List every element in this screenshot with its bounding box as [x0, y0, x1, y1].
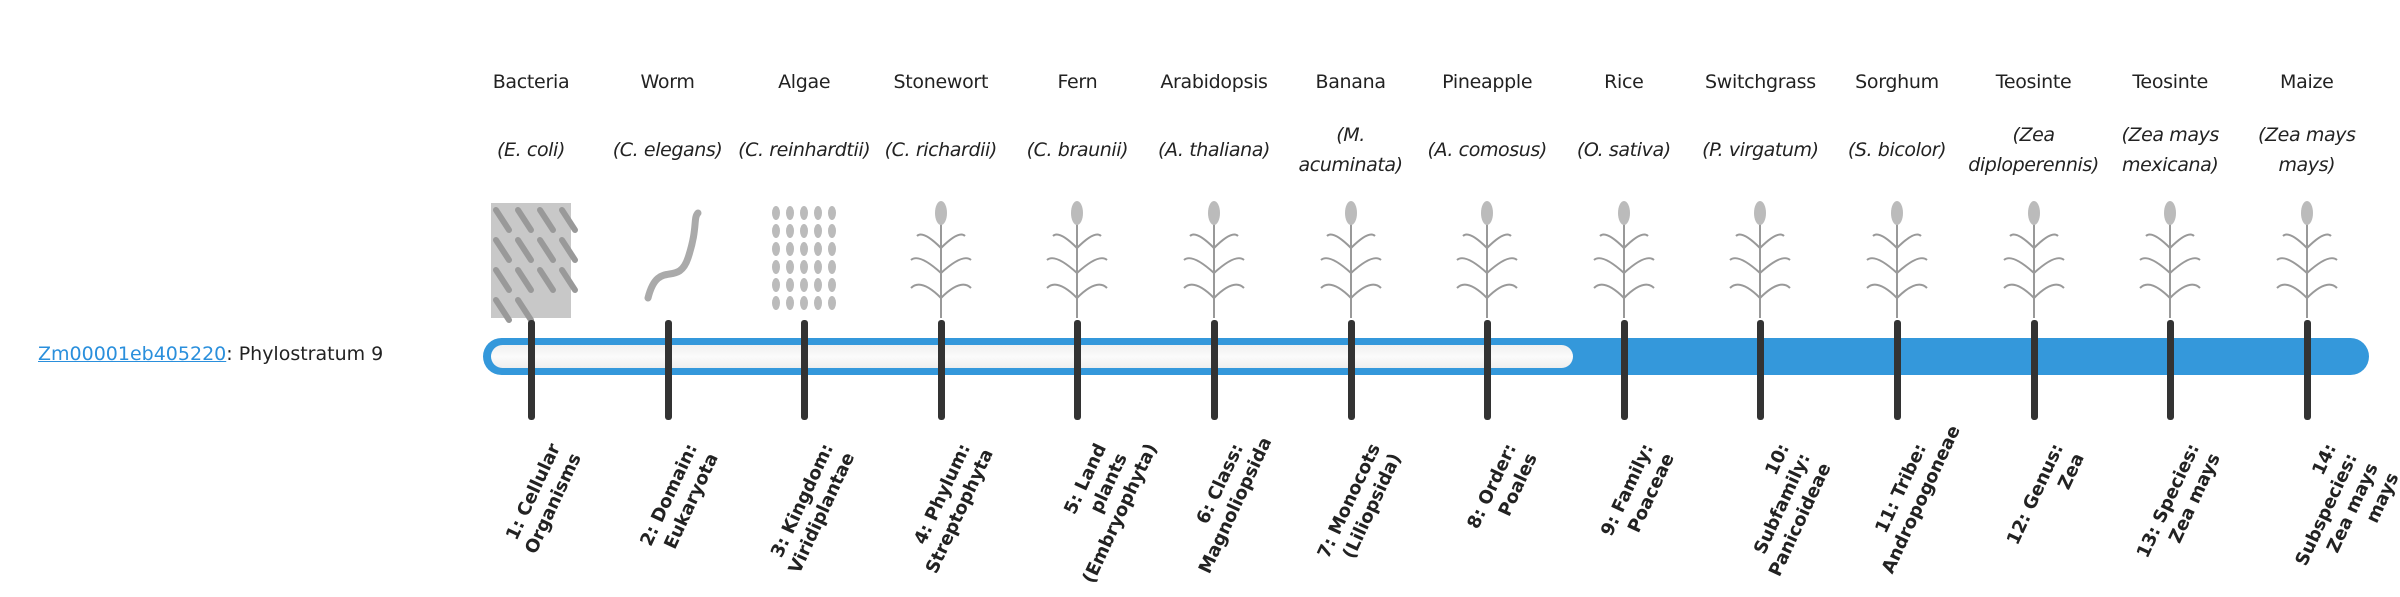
- organism-common-name: Teosinte: [2132, 71, 2209, 93]
- stratum-tick: [1347, 320, 1355, 420]
- stratum-label: 8: Order: Poales: [1463, 440, 1542, 533]
- teosinte-illustration: [1966, 198, 2102, 323]
- organism-scientific-name: (A. thaliana): [1157, 139, 1271, 161]
- organism-column: Algae (C. reinhardtii): [736, 62, 872, 323]
- maize-illustration: [2239, 198, 2375, 323]
- rice-illustration: [1556, 198, 1692, 323]
- stratum-label: 7: Monocots (Liliopsida): [1313, 440, 1406, 562]
- organism-column: Worm (C. elegans): [600, 62, 736, 323]
- organism-scientific-name: (Zea mays mays): [2258, 124, 2356, 176]
- stratum-tick: [1894, 320, 1901, 420]
- stratum-label: 13: Species: Zea mays: [2132, 440, 2225, 562]
- organism-scientific-name: (Zea diploperennis): [1968, 124, 2099, 176]
- organism-scientific-name: (A. comosus): [1427, 139, 1547, 161]
- organism-common-name: Fern: [1057, 71, 1098, 93]
- organism-column: Banana (M. acuminata): [1283, 62, 1419, 323]
- organism-common-name: Pineapple: [1442, 71, 1533, 93]
- stratum-tick: [2030, 320, 2038, 420]
- arabidopsis-illustration: [1146, 198, 1282, 323]
- organism-scientific-name: (C. reinhardtii): [738, 139, 871, 161]
- phylostratum-bar-unfilled: [491, 345, 1573, 368]
- stratum-label: 1: Cellular Organisms: [502, 440, 586, 558]
- stratum-label: 5: Land plants (Embryophyta): [1060, 440, 1163, 587]
- gene-id-link[interactable]: Zm00001eb405220: [38, 343, 227, 365]
- organism-common-name: Sorghum: [1855, 71, 1939, 93]
- organism-scientific-name: (P. virgatum): [1702, 139, 1819, 161]
- stratum-tick: [2167, 320, 2175, 420]
- stratum-tick: [937, 320, 945, 420]
- organism-scientific-name: (E. coli): [497, 139, 565, 161]
- stratum-tick: [1757, 320, 1765, 420]
- organism-column: Sorghum (S. bicolor): [1829, 62, 1965, 323]
- stratum-label: 6: Class: Magnoliopsida: [1192, 434, 1277, 577]
- organism-common-name: Banana: [1315, 71, 1386, 93]
- organism-scientific-name: (C. richardii): [884, 139, 998, 161]
- organism-common-name: Worm: [640, 71, 695, 93]
- bacteria-illustration: [463, 198, 599, 323]
- teosinte-illustration: [2102, 198, 2238, 323]
- gene-label: Zm00001eb405220: Phylostratum 9: [38, 343, 383, 365]
- stratum-label: 4: Phylum: Streptophyta: [909, 440, 998, 577]
- phylostratum-text: : Phylostratum 9: [226, 343, 384, 365]
- organism-column: Stonewort (C. richardii): [873, 62, 1009, 323]
- worm-illustration: [600, 198, 736, 323]
- organism-scientific-name: (C. elegans): [612, 139, 723, 161]
- stratum-label: 14: Subspecies: Zea mays mays: [2291, 440, 2400, 570]
- sorghum-illustration: [1829, 198, 1965, 323]
- stratum-tick: [528, 320, 535, 420]
- organism-column: Rice (O. sativa): [1556, 62, 1692, 323]
- organism-scientific-name: (S. bicolor): [1847, 139, 1947, 161]
- organism-column: Maize (Zea mays mays): [2239, 62, 2375, 323]
- organism-scientific-name: (C. braunii): [1026, 139, 1129, 161]
- stratum-tick: [1211, 320, 1218, 420]
- organism-scientific-name: (Zea mays mexicana): [2121, 124, 2219, 176]
- pineapple-illustration: [1419, 198, 1555, 323]
- stratum-tick: [664, 320, 672, 420]
- stratum-label: 10: Subfamily: Panicoideae: [1750, 440, 1837, 580]
- organism-scientific-name: (M. acuminata): [1298, 124, 1404, 176]
- organism-common-name: Stonewort: [893, 71, 989, 93]
- stratum-label: 9: Family: Poaceae: [1596, 440, 1679, 540]
- organism-column: Pineapple (A. comosus): [1419, 62, 1555, 323]
- switchgrass-illustration: [1692, 198, 1828, 323]
- organism-common-name: Arabidopsis: [1160, 71, 1268, 93]
- organism-column: Fern (C. braunii): [1009, 62, 1145, 323]
- organism-column: Teosinte (Zea diploperennis): [1966, 62, 2102, 323]
- organism-column: Bacteria (E. coli): [463, 62, 599, 323]
- organism-common-name: Switchgrass: [1704, 71, 1816, 93]
- fern-illustration: [1009, 198, 1145, 323]
- banana-illustration: [1283, 198, 1419, 323]
- stratum-label: 11: Tribe: Andropogoneae: [1871, 422, 1965, 577]
- stratum-tick: [1074, 320, 1082, 420]
- stratum-tick: [2303, 320, 2311, 420]
- stonewort-illustration: [873, 198, 1009, 323]
- stratum-tick: [1620, 320, 1628, 420]
- organism-column: Arabidopsis (A. thaliana): [1146, 62, 1282, 323]
- organism-scientific-name: (O. sativa): [1576, 139, 1671, 161]
- stratum-tick: [1484, 320, 1492, 420]
- organism-common-name: Algae: [778, 71, 831, 93]
- organism-common-name: Rice: [1604, 71, 1644, 93]
- organism-common-name: Maize: [2280, 71, 2334, 93]
- organism-column: Switchgrass (P. virgatum): [1692, 62, 1828, 323]
- stratum-tick: [801, 320, 809, 420]
- algae-illustration: [736, 198, 872, 323]
- phylostratum-bar: [483, 338, 2369, 375]
- stratum-label: 2: Domain: Eukaryota: [635, 440, 723, 553]
- stratum-label: 3: Kingdom: Viridiplantae: [767, 440, 860, 577]
- stratum-label: 12: Genus: Zea: [2002, 440, 2089, 549]
- organism-common-name: Bacteria: [492, 71, 570, 93]
- organism-common-name: Teosinte: [1995, 71, 2072, 93]
- organism-column: Teosinte (Zea mays mexicana): [2102, 62, 2238, 323]
